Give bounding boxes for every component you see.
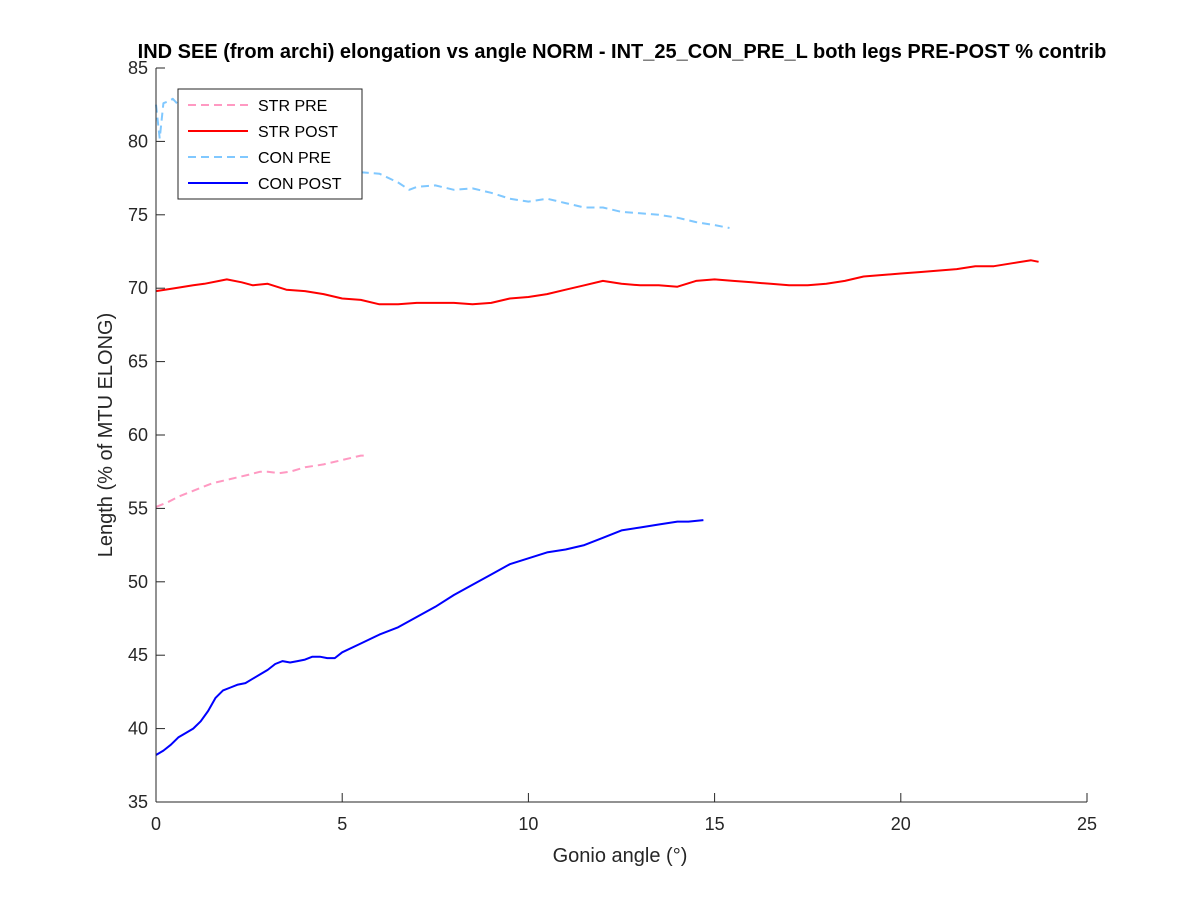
legend-box bbox=[177, 88, 363, 200]
y-tick-label: 45 bbox=[128, 645, 148, 665]
y-tick-label: 75 bbox=[128, 205, 148, 225]
y-tick-label: 35 bbox=[128, 792, 148, 812]
x-tick-label: 5 bbox=[337, 814, 347, 834]
series-line-str-post bbox=[155, 259, 1039, 306]
y-axis-label: Length (% of MTU ELONG) bbox=[95, 313, 117, 558]
x-tick-label: 20 bbox=[891, 814, 911, 834]
x-tick-label: 10 bbox=[518, 814, 538, 834]
y-tick-label: 55 bbox=[128, 498, 148, 518]
legend-label-str-post: STR POST bbox=[258, 124, 338, 141]
x-tick-label: 25 bbox=[1077, 814, 1097, 834]
y-tick-label: 40 bbox=[128, 719, 148, 739]
axes: 0 5 10 15 20 25 35 40 45 50 55 60 65 70 75 80 85 bbox=[128, 58, 1097, 834]
legend: STR PRE STR POST CON PRE CON POST bbox=[177, 88, 363, 200]
chart-title: IND SEE (from archi) elongation vs angle… bbox=[138, 41, 1107, 63]
y-tick-label: 70 bbox=[128, 278, 148, 298]
legend-label-con-pre: CON PRE bbox=[258, 150, 331, 167]
y-tick-label: 85 bbox=[128, 58, 148, 78]
x-tick-label: 0 bbox=[151, 814, 161, 834]
x-axis-label: Gonio angle (°) bbox=[553, 845, 688, 867]
series-line-str-pre bbox=[155, 454, 365, 508]
y-tick-label: 65 bbox=[128, 352, 148, 372]
x-tick-label: 15 bbox=[705, 814, 725, 834]
y-tick-label: 60 bbox=[128, 425, 148, 445]
legend-label-str-pre: STR PRE bbox=[258, 98, 327, 115]
y-tick-label: 80 bbox=[128, 131, 148, 151]
legend-label-con-post: CON POST bbox=[258, 176, 342, 193]
series-line-con-post bbox=[155, 519, 704, 756]
y-tick-label: 50 bbox=[128, 572, 148, 592]
